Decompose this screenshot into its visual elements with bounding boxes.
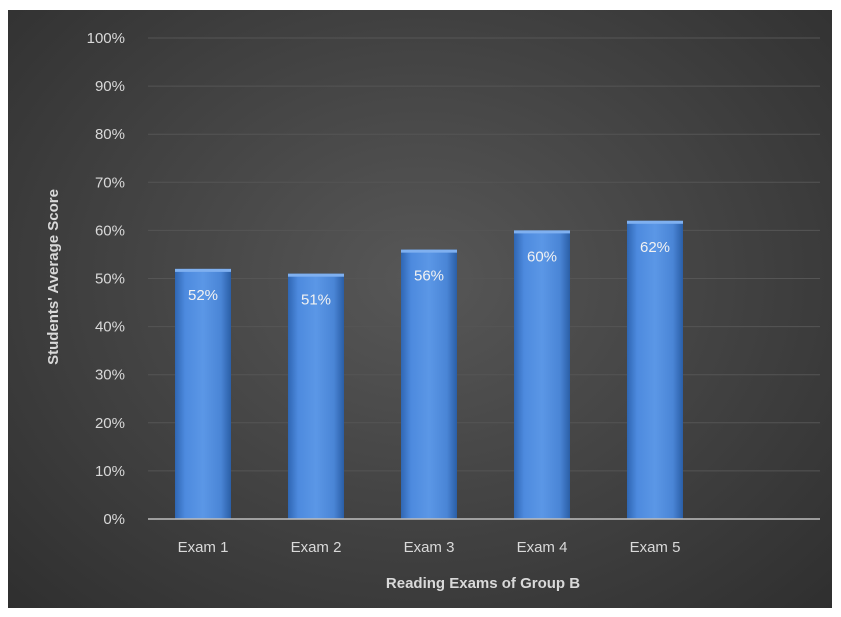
data-label: 56% <box>414 268 444 285</box>
y-tick-label: 30% <box>95 367 125 384</box>
bar <box>627 220 683 519</box>
y-tick-label: 60% <box>95 222 125 239</box>
data-label: 60% <box>527 248 557 265</box>
bar <box>175 268 231 519</box>
y-tick-label: 20% <box>95 415 125 432</box>
y-tick-label: 40% <box>95 319 125 336</box>
bar-top-highlight <box>175 268 231 272</box>
data-label: 62% <box>640 239 670 256</box>
y-tick-label: 80% <box>95 126 125 143</box>
y-tick-label: 50% <box>95 271 125 288</box>
bar-top-highlight <box>514 230 570 234</box>
y-tick-label: 90% <box>95 78 125 95</box>
x-tick-label: Exam 5 <box>630 539 681 556</box>
bar-chart: 0% 10% 20% 30% 40% 50% 60% 70% 80% 90% 100% 52% 51%… <box>45 30 820 592</box>
bar <box>288 273 344 519</box>
bar-top-highlight <box>627 220 683 224</box>
bar <box>401 249 457 519</box>
x-axis-title: Reading Exams of Group B <box>386 575 580 592</box>
data-label: 51% <box>301 292 331 309</box>
x-axis-tick-labels: Exam 1 Exam 2 Exam 3 Exam 4 Exam 5 <box>178 539 681 556</box>
y-tick-label: 10% <box>95 463 125 480</box>
y-tick-label: 100% <box>87 30 125 47</box>
bar <box>514 230 570 519</box>
bar-top-highlight <box>288 273 344 277</box>
x-tick-label: Exam 1 <box>178 539 229 556</box>
x-tick-label: Exam 4 <box>517 539 568 556</box>
y-axis-title: Students' Average Score <box>45 189 62 365</box>
y-axis-tick-labels: 0% 10% 20% 30% 40% 50% 60% 70% 80% 90% 100% <box>87 30 125 528</box>
x-tick-label: Exam 3 <box>404 539 455 556</box>
y-tick-label: 0% <box>103 511 125 528</box>
y-tick-label: 70% <box>95 174 125 191</box>
x-tick-label: Exam 2 <box>291 539 342 556</box>
bars: 52% 51% 56% 60% 62% <box>175 220 683 519</box>
chart-area: 0% 10% 20% 30% 40% 50% 60% 70% 80% 90% 100% 52% 51%… <box>8 10 832 608</box>
bar-top-highlight <box>401 249 457 253</box>
gridlines <box>148 37 820 472</box>
data-label: 52% <box>188 287 218 304</box>
